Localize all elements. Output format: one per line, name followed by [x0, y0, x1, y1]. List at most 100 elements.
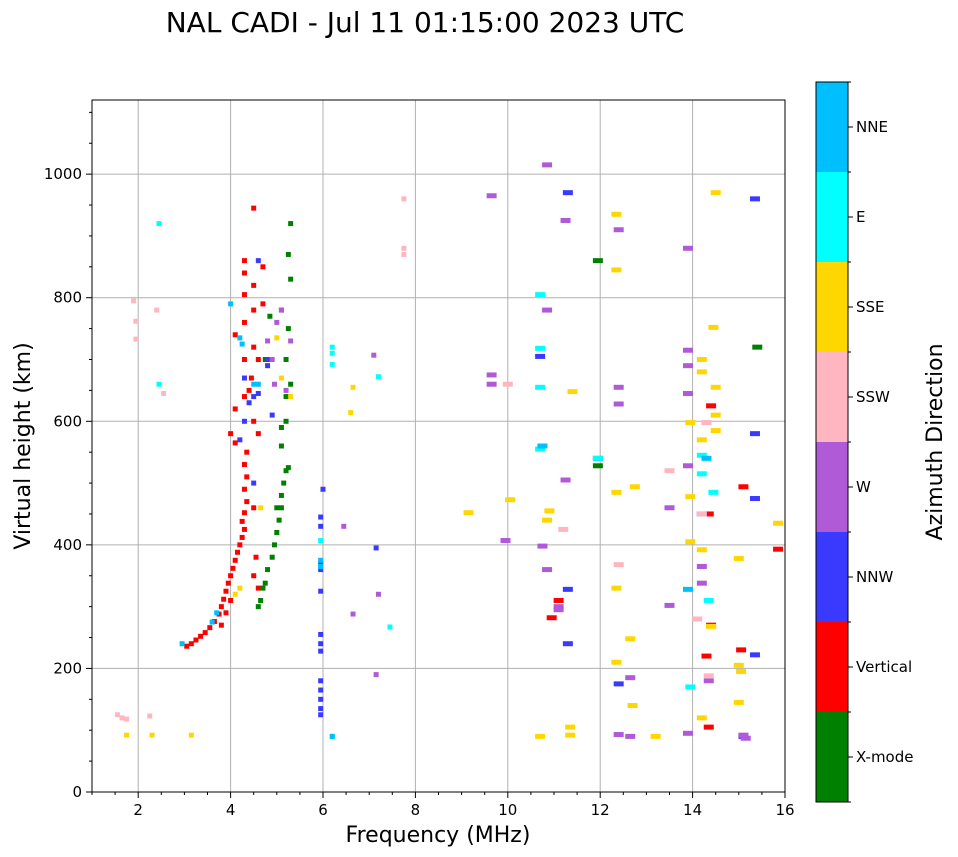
data-point-nnw [613, 681, 624, 687]
data-point-vertical [244, 449, 250, 455]
data-point-ssw [161, 390, 167, 396]
data-point-e [156, 381, 162, 387]
data-point-sse [611, 585, 622, 591]
data-point-sse [237, 585, 243, 591]
data-point-sse [535, 733, 546, 739]
data-point-x-mode [285, 251, 291, 257]
data-point-vertical [703, 724, 714, 730]
data-point-sse [625, 636, 636, 642]
x-tick-label: 4 [226, 801, 236, 819]
data-point-nnw [318, 706, 324, 712]
data-point-sse [706, 623, 717, 629]
x-tick-label: 12 [591, 801, 610, 819]
x-tick-label: 14 [683, 801, 702, 819]
data-point-x-mode [276, 517, 282, 523]
data-point-sse [710, 412, 721, 418]
data-point-e [375, 374, 381, 380]
data-point-sse [565, 724, 576, 730]
data-point-nnw [237, 437, 243, 443]
data-point-w [542, 162, 553, 168]
data-point-vertical [260, 301, 266, 307]
data-point-vertical [232, 440, 238, 446]
data-point-x-mode [592, 258, 603, 264]
data-point-w [740, 735, 751, 741]
data-point-vertical [235, 549, 241, 555]
data-point-vertical [251, 205, 257, 211]
data-point-w [682, 363, 693, 369]
data-point-sse [288, 394, 294, 400]
data-point-nnw [749, 496, 760, 502]
data-point-x-mode [274, 530, 280, 535]
data-point-w [271, 381, 277, 387]
data-point-vertical [184, 643, 190, 649]
data-point-w [613, 732, 624, 738]
data-point-nne [251, 381, 257, 387]
data-point-vertical [255, 357, 261, 362]
data-point-nne [179, 641, 185, 647]
data-point-sse [627, 703, 638, 708]
data-point-sse [773, 520, 784, 526]
data-point-nnw [318, 514, 324, 520]
data-point-ssw [664, 468, 675, 474]
data-point-sse [188, 732, 194, 738]
data-point-e [592, 455, 603, 461]
data-point-sse [232, 591, 238, 597]
data-point-e [708, 489, 719, 495]
data-point-vertical [241, 292, 247, 298]
data-point-vertical [223, 588, 229, 594]
data-point-w [265, 338, 271, 344]
data-point-ssw [613, 562, 624, 568]
data-point-ssw [131, 298, 137, 304]
data-point-x-mode [283, 357, 289, 362]
data-point-vertical [193, 637, 199, 643]
data-point-x-mode [283, 468, 289, 474]
data-point-vertical [225, 580, 231, 586]
data-point-w [553, 607, 564, 613]
data-point-e [329, 344, 335, 350]
data-point-sse [685, 494, 696, 500]
data-point-vertical [244, 474, 250, 480]
data-point-w [375, 591, 381, 597]
data-point-nnw [749, 652, 760, 658]
data-point-w [682, 245, 693, 251]
data-point-w [703, 678, 714, 684]
data-point-w [278, 307, 284, 313]
data-point-x-mode [262, 580, 268, 586]
data-point-vertical [251, 573, 257, 579]
x-tick-label: 10 [498, 801, 517, 819]
data-point-vertical [228, 597, 234, 603]
data-point-w [486, 381, 497, 387]
data-point-w [625, 675, 636, 681]
data-point-ssw [147, 713, 153, 719]
data-point-nne [318, 557, 324, 563]
data-point-sse [149, 732, 155, 738]
data-point-vertical [246, 387, 252, 393]
data-point-w [664, 505, 675, 511]
data-point-vertical [241, 394, 247, 400]
data-point-w [350, 611, 356, 617]
data-point-sse [611, 211, 622, 217]
data-point-sse [696, 715, 707, 721]
data-point-vertical [207, 625, 213, 631]
data-point-w [625, 733, 636, 739]
data-point-x-mode [283, 394, 289, 400]
data-point-nnw [265, 357, 271, 362]
data-point-e [535, 446, 546, 452]
data-point-sse [505, 497, 516, 503]
colorbar-segment [816, 442, 848, 532]
data-point-e [156, 221, 162, 227]
data-point-w [542, 567, 553, 573]
data-point-vertical [241, 486, 247, 492]
data-point-vertical [701, 653, 712, 659]
colorbar-segment [816, 712, 848, 802]
data-point-nnw [255, 258, 261, 264]
colorbar: X-mode Vertical NNW W SSW SSE E NNE [815, 81, 913, 803]
data-point-sse [708, 324, 719, 330]
x-axis-ticks: 2 4 6 8 10 12 14 16 [91, 792, 795, 819]
data-point-sse [733, 555, 744, 561]
data-point-sse [567, 389, 578, 395]
data-point-w [500, 538, 511, 544]
data-point-w [274, 319, 280, 325]
colorbar-label: NNW [856, 568, 893, 586]
data-point-x-mode [278, 424, 284, 430]
